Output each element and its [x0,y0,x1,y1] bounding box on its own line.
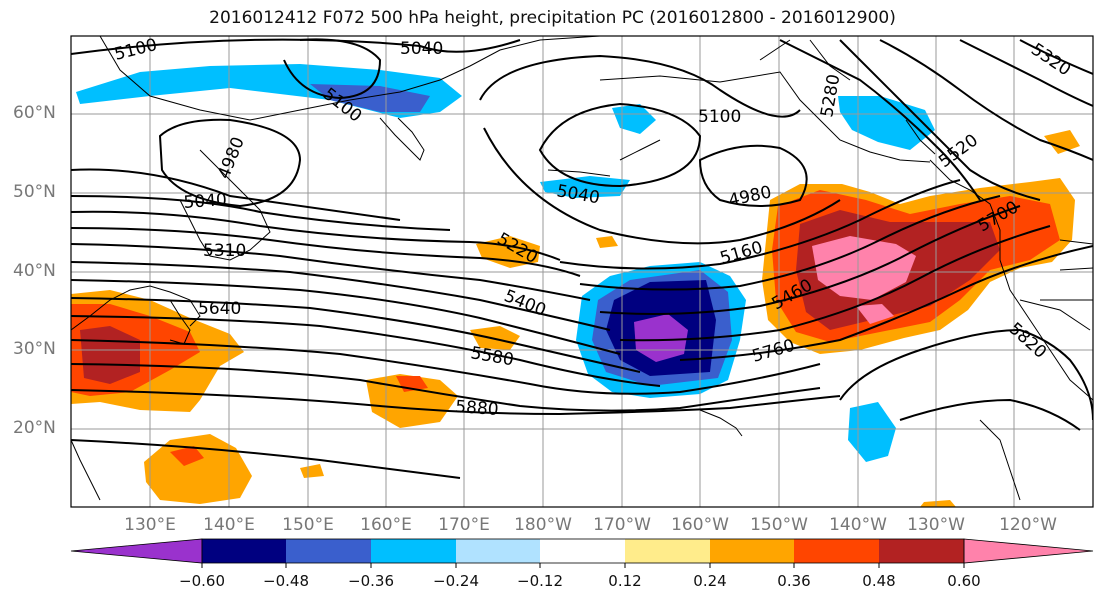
precip-positive-patch [1044,130,1080,154]
lon-label: 140°E [203,515,255,535]
colorbar-tick-label: 0.48 [862,572,896,590]
lon-label: 170°E [438,515,490,535]
colorbar-bin [710,539,794,563]
contour-label: 5100 [112,35,159,65]
lon-label: 150°W [750,515,808,535]
colorbar-bin [625,539,710,563]
precip-positive-patch [300,464,324,478]
colorbar-bin [371,539,456,563]
lon-label: 170°W [593,515,651,535]
colorbar-tick-label: 0.12 [608,572,642,590]
colorbar-extend-high [963,538,1094,564]
precip-positive-patch [170,446,204,466]
contour-label: 4980 [214,134,249,182]
map-title: 2016012412 F072 500 hPa height, precipit… [209,8,896,28]
precip-positive-patch [366,374,458,428]
colorbar-tick-label: −0.12 [517,572,563,590]
graticule [71,36,1093,507]
lat-label-30n: 30°N [13,339,56,359]
colorbar-bin [879,539,964,563]
precip-negative-patch [838,96,935,150]
colorbar-tick-label: −0.24 [433,572,479,590]
lon-label: 130°E [124,515,176,535]
lon-label: 160°E [360,515,412,535]
lat-label-50n: 50°N [13,182,56,202]
lat-label-20n: 20°N [13,418,56,438]
precip-positive-patch [596,236,618,248]
height-contours [71,38,1093,479]
contour-label: 5760 [750,336,797,367]
precip-negative-patch [848,402,896,462]
contour-label: 5520 [935,130,982,172]
lon-label: 180°W [514,515,572,535]
colorbar-tick-label: −0.60 [179,572,225,590]
colorbar-tick-label: 0.60 [947,572,981,590]
contour-label: 5040 [400,39,443,59]
colorbar-bin [202,539,286,563]
lon-label: 150°E [282,515,334,535]
precip-positive-ne-core [856,304,894,324]
colorbar-tick-label: 0.24 [693,572,727,590]
colorbar-bin [456,539,540,563]
contour-label: 5040 [183,190,228,213]
contour-label: 5880 [455,397,500,420]
colorbar-bin [794,539,879,563]
precip-negative-patch [612,104,656,134]
colorbar-tick-label: 0.36 [777,572,811,590]
colorbar-bin [540,539,625,563]
lon-label: 140°W [829,515,887,535]
contour-label: 5310 [203,241,246,261]
contour-label: 5320 [1027,40,1074,81]
precip-negative-nw-core [310,84,430,112]
lon-label: 120°W [999,515,1057,535]
contour-label: 5820 [1005,319,1051,363]
colorbar-tick-label: −0.48 [263,572,309,590]
colorbar-bin [286,539,371,563]
colorbar [70,538,1094,568]
precip-positive-patch [180,350,190,360]
precip-positive-patch [144,434,252,504]
contour-label: 5640 [198,299,241,319]
colorbar-extend-low [70,538,203,564]
map-frame [70,35,1094,508]
colorbar-tick-label: −0.36 [348,572,394,590]
lon-label: 160°W [671,515,729,535]
precip-positive-patch [920,500,956,507]
contour-label: 5100 [698,107,741,127]
lat-label-60n: 60°N [13,103,56,123]
lat-label-40n: 40°N [13,261,56,281]
lon-label: 130°W [907,515,965,535]
